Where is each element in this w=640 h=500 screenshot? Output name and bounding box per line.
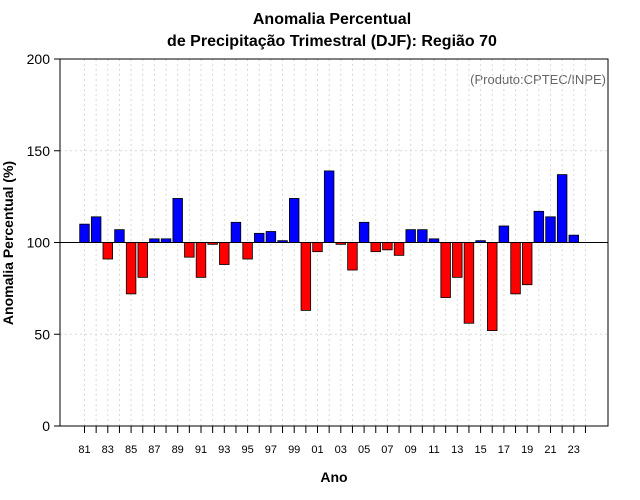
x-tick-label: 95 [241,444,253,456]
y-axis-label: Anomalia Percentual (%) [0,161,16,325]
x-tick-label: 83 [102,444,114,456]
x-tick-label: 91 [195,444,207,456]
x-tick-label: 07 [381,444,393,456]
x-tick-label: 99 [288,444,300,456]
bar-97 [265,231,277,243]
bar-91 [195,242,207,278]
y-tick-label: 100 [27,235,51,251]
bar-85 [125,242,137,295]
bar-94 [230,221,242,243]
bar-81 [79,223,90,243]
y-tick-label: 50 [34,326,50,342]
x-tick-label: 19 [521,444,533,456]
bar-08 [393,242,405,256]
bar-05 [358,221,370,243]
x-tick-label: 03 [335,444,347,456]
axes: 0 50 100 150 200 81 83 85 87 89 91 93 95 97 99 01 03 05 07… [27,51,609,456]
bar-89 [172,198,183,243]
x-tick-label: 85 [125,444,137,456]
bar-83 [102,242,114,260]
bar-90 [184,242,195,258]
x-tick-label: 09 [405,444,417,456]
x-tick-label: 23 [568,444,580,456]
x-tick-label: 81 [78,444,90,456]
bar-07 [382,242,393,251]
x-tick-label: 21 [544,444,556,456]
chart-title-line2: de Precipitação Trimestral (DJF): Região… [167,33,497,50]
bar-96 [254,232,265,243]
x-tick-label: 93 [218,444,230,456]
y-tick-label: 0 [42,418,50,434]
bar-95 [242,242,253,260]
bar-01 [312,242,323,253]
bar-16 [487,242,498,331]
bar-14 [463,242,475,324]
bar-04 [347,242,358,271]
bar-06 [370,242,381,253]
bar-88 [160,238,172,243]
bar-11 [428,238,440,243]
bar-13 [452,242,463,278]
x-tick-label: 89 [172,444,184,456]
bar-21 [545,216,556,243]
bar-20 [533,210,545,243]
x-tick-label: 13 [451,444,463,456]
x-tick-label: 11 [428,444,439,456]
bar-12 [440,242,451,298]
bar-19 [522,242,533,286]
y-tick-label: 200 [27,51,51,67]
x-tick-label: 97 [265,444,277,456]
x-tick-label: 05 [358,444,370,456]
y-tick-label: 150 [27,143,51,159]
bar-86 [137,242,148,278]
x-tick-label: 01 [311,444,323,456]
bar-23 [568,234,580,243]
x-axis-label: Ano [320,469,347,485]
bar-93 [219,242,230,265]
x-tick-label: 17 [498,444,510,456]
x-tick-label: 87 [148,444,160,456]
bar-87 [149,238,160,243]
x-tick-label: 15 [474,444,486,456]
chart-title-line1: Anomalia Percentual [253,11,411,28]
bar-10 [417,229,428,243]
bar-18 [510,242,521,295]
bars [79,170,580,331]
grid [60,59,608,426]
bar-22 [556,174,568,243]
bar-84 [114,229,125,243]
bar-99 [288,198,300,243]
bar-82 [90,216,102,243]
bar-09 [405,229,416,243]
bar-02 [323,170,335,243]
bar-00 [300,242,312,311]
bar-17 [498,225,510,243]
